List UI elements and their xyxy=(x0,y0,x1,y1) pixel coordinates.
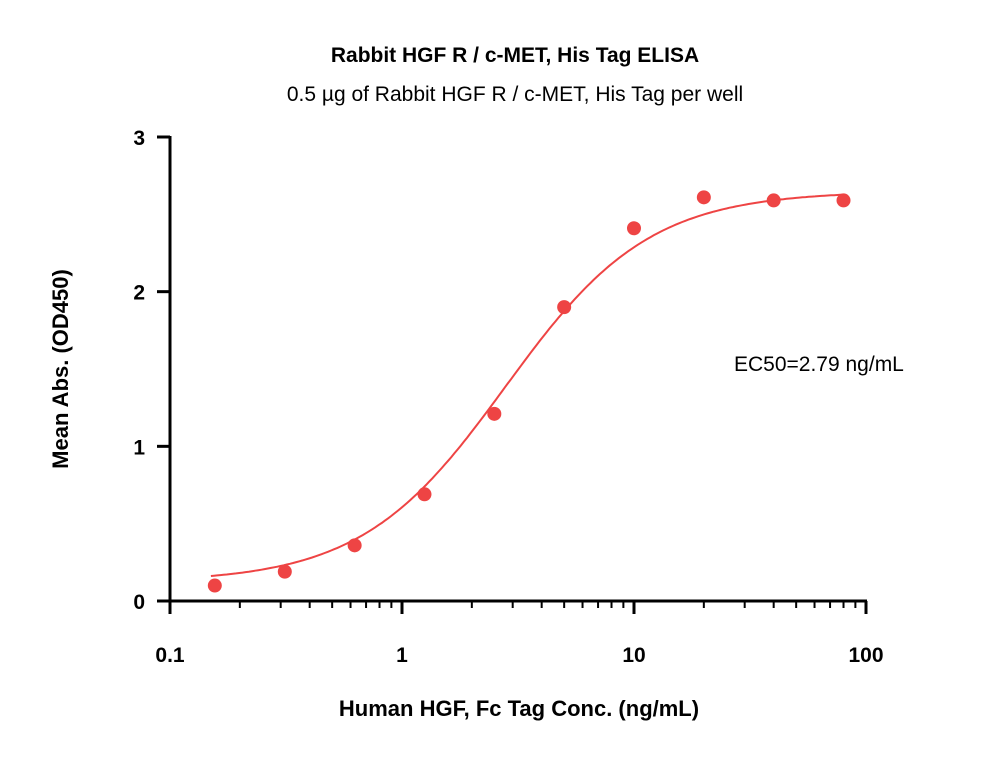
y-axis-label: Mean Abs. (OD450) xyxy=(48,269,73,469)
x-tick-label: 100 xyxy=(848,644,883,667)
data-point xyxy=(417,487,432,502)
x-tick-label: 1 xyxy=(396,644,408,667)
data-point xyxy=(836,193,851,208)
x-tick-label: 10 xyxy=(622,644,645,667)
data-point xyxy=(557,300,572,315)
x-axis-label: Human HGF, Fc Tag Conc. (ng/mL) xyxy=(339,696,699,721)
y-tick-label: 3 xyxy=(133,127,145,150)
y-tick-label: 0 xyxy=(133,591,145,614)
data-point xyxy=(696,190,711,205)
chart-title: Rabbit HGF R / c-MET, His Tag ELISA xyxy=(331,44,699,67)
data-point xyxy=(627,221,641,236)
chart-subtitle: 0.5 µg of Rabbit HGF R / c-MET, His Tag … xyxy=(287,83,743,106)
x-tick-label: 0.1 xyxy=(155,644,185,667)
y-tick-label: 1 xyxy=(133,436,145,459)
data-point xyxy=(766,193,781,208)
y-tick-label: 2 xyxy=(133,282,145,305)
fit-curve xyxy=(210,193,844,577)
data-point xyxy=(487,406,502,421)
data-point xyxy=(277,564,292,579)
data-point xyxy=(207,578,222,593)
ec50-annotation: EC50=2.79 ng/mL xyxy=(734,353,904,376)
data-point xyxy=(347,538,362,553)
